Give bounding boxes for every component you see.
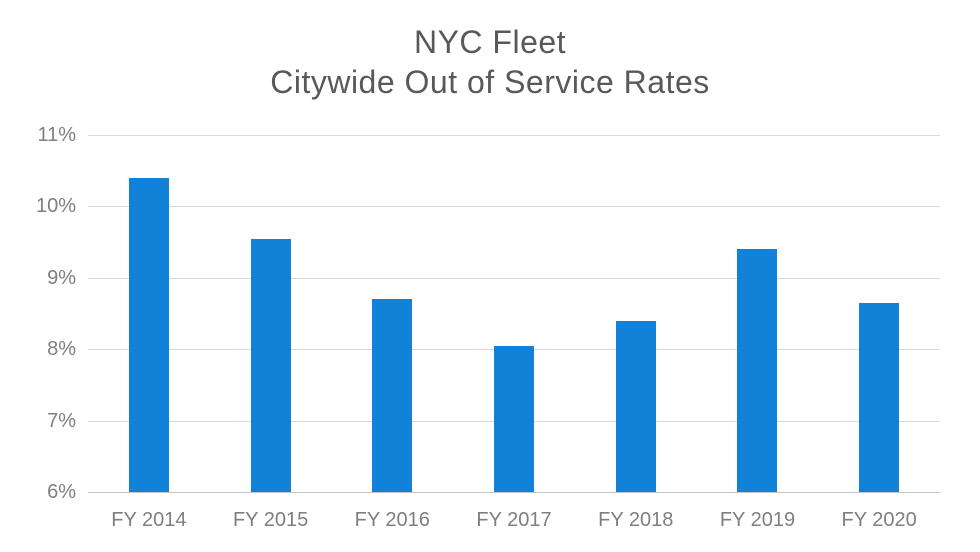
y-tick-label: 11% xyxy=(37,124,76,146)
bar-slot xyxy=(575,135,697,492)
bar-slot xyxy=(331,135,453,492)
bar xyxy=(128,177,169,492)
bar xyxy=(372,299,413,492)
bar-slot xyxy=(818,135,940,492)
bar-slot xyxy=(697,135,819,492)
bar-slot xyxy=(88,135,210,492)
chart-title-line-2: Citywide Out of Service Rates xyxy=(270,64,710,100)
y-tick-label: 9% xyxy=(47,266,76,289)
x-tick-label: FY 2016 xyxy=(354,509,430,531)
chart-title: NYC Fleet Citywide Out of Service Rates xyxy=(0,22,980,102)
gridline xyxy=(88,277,940,279)
bar-slot xyxy=(210,135,332,492)
gridline xyxy=(88,206,940,208)
x-tick-label: FY 2015 xyxy=(232,509,309,531)
x-tick-label: FY 2018 xyxy=(598,509,674,531)
y-axis-labels: 11% 10% 9% 8% 7% 6% xyxy=(0,124,76,503)
bar xyxy=(494,345,535,492)
y-tick-label: 7% xyxy=(47,409,76,432)
gridline xyxy=(88,135,940,136)
x-tick-label: FY 2020 xyxy=(841,509,917,531)
bar xyxy=(737,249,778,492)
x-tick-label: FY 2014 xyxy=(111,509,187,531)
x-tick-label: FY 2017 xyxy=(476,509,552,531)
chart-title-line-1: NYC Fleet xyxy=(413,24,567,60)
bars-container xyxy=(88,135,940,492)
x-tick-label: FY 2019 xyxy=(719,509,796,531)
bar xyxy=(859,302,900,492)
x-axis-labels: FY 2014 FY 2015 FY 2016 FY 2017 FY 2018 FY 20… xyxy=(88,509,940,532)
bar xyxy=(615,320,656,492)
plot-area xyxy=(88,135,940,493)
y-tick-label: 10% xyxy=(35,195,76,218)
y-tick-label: 6% xyxy=(47,481,76,503)
bar xyxy=(250,238,291,492)
bar-slot xyxy=(453,135,575,492)
gridline xyxy=(88,492,940,493)
y-tick-label: 8% xyxy=(47,338,76,361)
